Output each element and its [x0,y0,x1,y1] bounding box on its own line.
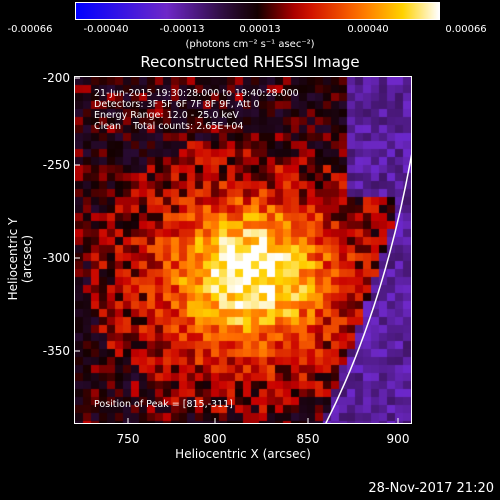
x-tick-label: 900 [386,432,410,446]
info-time: 21-Jun-2015 19:30:28.000 to 19:40:28.000 [94,88,299,99]
solar-limb [325,153,411,423]
colorbar [75,2,440,20]
peak-position: Position of Peak = [815,-311] [94,399,233,410]
x-tick-label: 750 [116,432,140,446]
colorbar-tick: -0.00040 [83,24,129,35]
colorbar-units: (photons cm⁻² s⁻¹ asec⁻²) [185,39,315,50]
colorbar-ticks: -0.00066 -0.00040 -0.00013 0.00013 0.000… [0,24,500,38]
info-detectors: Detectors: 3F 5F 6F 7F 8F 9F, Att 0 [94,99,260,110]
image-plot [74,76,412,424]
y-tick-label: -300 [42,251,70,265]
footer-date: 28-Nov-2017 21:20 [368,481,494,496]
x-tick-label: 850 [296,432,320,446]
info-energy: Energy Range: 12.0 - 25.0 keV [94,110,239,121]
colorbar-tick: -0.00013 [159,24,205,35]
y-tick-label: -200 [42,71,70,85]
colorbar-tick: 0.00066 [445,24,487,35]
x-axis-label: Heliocentric X (arcsec) [175,447,311,461]
colorbar-tick: 0.00013 [239,24,281,35]
y-tick-label: -250 [42,158,70,172]
heatmap-image [75,77,411,423]
colorbar-tick: 0.00040 [347,24,389,35]
y-tick-label: -350 [42,344,70,358]
image-title: Reconstructed RHESSI Image [140,53,360,71]
colorbar-tick: -0.00066 [7,24,53,35]
x-tick-label: 800 [203,432,227,446]
y-axis-label: Heliocentric Y (arcsec) [6,217,34,301]
info-clean: Clean Total counts: 2.65E+04 [94,121,244,132]
